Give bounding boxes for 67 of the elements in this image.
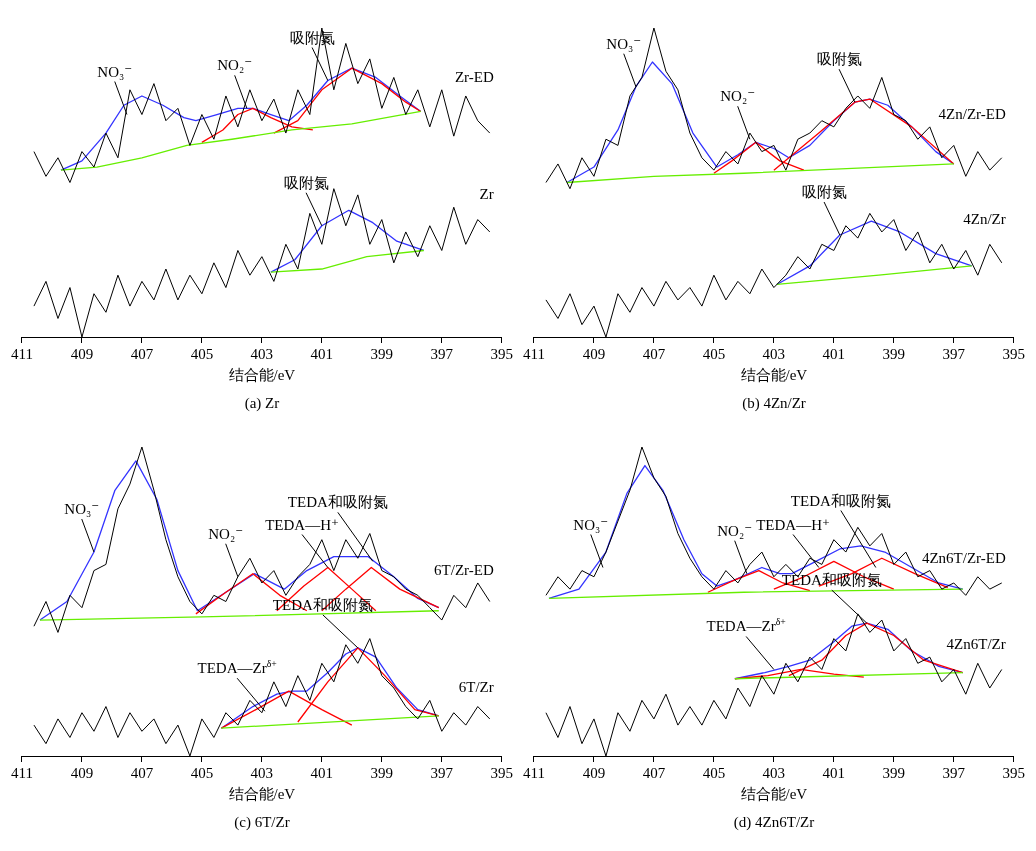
annotation: NO₃⁻ <box>606 35 642 52</box>
x-tick-label: 403 <box>762 345 786 362</box>
x-tick-label: 405 <box>190 345 214 362</box>
series-label: 4Zn6T/Zr-ED <box>921 549 1006 566</box>
x-axis-title: 结合能/eV <box>228 785 296 802</box>
annotation: NO₃⁻ <box>64 501 100 518</box>
x-tick-label: 407 <box>130 764 154 781</box>
x-tick-label: 409 <box>70 764 94 781</box>
x-tick-label: 401 <box>822 764 846 781</box>
x-tick-label: 395 <box>1002 764 1025 781</box>
x-tick-label: 397 <box>942 764 966 781</box>
x-tick-label: 411 <box>11 764 33 781</box>
x-tick-label: 399 <box>882 345 906 362</box>
x-tick-label: 403 <box>250 345 274 362</box>
x-tick-label: 399 <box>370 345 394 362</box>
x-tick-label: 401 <box>822 345 846 362</box>
text: (c) 6T/Zr <box>234 813 290 831</box>
annotation: NO₂⁻ <box>217 57 253 74</box>
x-axis-title: 结合能/eV <box>228 366 296 383</box>
x-tick-label: 407 <box>642 345 666 362</box>
series-label: 4Zn/Zr <box>963 210 1006 227</box>
series-label: 4Zn6T/Zr <box>946 636 1006 653</box>
x-tick-label: 397 <box>430 764 454 781</box>
x-tick-label: 395 <box>490 345 513 362</box>
x-tick-label: 409 <box>70 345 94 362</box>
text: (d) 4Zn6T/Zr <box>733 813 815 831</box>
x-tick-label: 409 <box>582 764 606 781</box>
annotation: TEDA和吸附氮 <box>790 492 891 509</box>
annotation: 吸附氮 <box>801 184 847 201</box>
x-tick-label: 409 <box>582 345 606 362</box>
annotation: NO₂⁻ <box>208 525 244 542</box>
x-tick-label: 399 <box>882 764 906 781</box>
x-tick-label: 401 <box>310 345 334 362</box>
x-tick-label: 397 <box>942 345 966 362</box>
x-tick-label: 401 <box>310 764 334 781</box>
text: (a) Zr <box>244 394 280 412</box>
x-tick-label: 395 <box>1002 345 1025 362</box>
annotation: 吸附氮 <box>283 174 329 191</box>
x-tick-label: 397 <box>430 345 454 362</box>
x-tick-label: 411 <box>523 764 545 781</box>
annotation: NO₃⁻ <box>97 63 133 80</box>
x-tick-label: 403 <box>250 764 274 781</box>
annotation: NO₂⁻ <box>717 522 753 539</box>
annotation: 吸附氮 <box>816 51 862 68</box>
x-tick-label: 411 <box>11 345 33 362</box>
annotation: TEDA—H⁺ <box>265 516 339 533</box>
annotation: NO₂⁻ <box>720 88 756 105</box>
annotation: NO₃⁻ <box>573 516 609 533</box>
x-tick-label: 407 <box>642 764 666 781</box>
x-tick-label: 405 <box>190 764 214 781</box>
x-tick-label: 395 <box>490 764 513 781</box>
series-label: 6T/Zr-ED <box>434 561 494 578</box>
series-label: 6T/Zr <box>458 679 494 696</box>
x-tick-label: 411 <box>523 345 545 362</box>
annotation: TEDA—H⁺ <box>756 516 830 533</box>
x-tick-label: 407 <box>130 345 154 362</box>
series-label: Zr-ED <box>454 68 494 85</box>
annotation: TEDA和吸附氮 <box>287 494 388 511</box>
x-tick-label: 403 <box>762 764 786 781</box>
series-label: 4Zn/Zr-ED <box>938 105 1006 122</box>
x-axis-title: 结合能/eV <box>740 366 808 383</box>
x-tick-label: 405 <box>702 764 726 781</box>
text: (b) 4Zn/Zr <box>742 394 806 412</box>
x-tick-label: 405 <box>702 345 726 362</box>
x-axis-title: 结合能/eV <box>740 785 808 802</box>
x-tick-label: 399 <box>370 764 394 781</box>
series-label: Zr <box>479 186 494 203</box>
